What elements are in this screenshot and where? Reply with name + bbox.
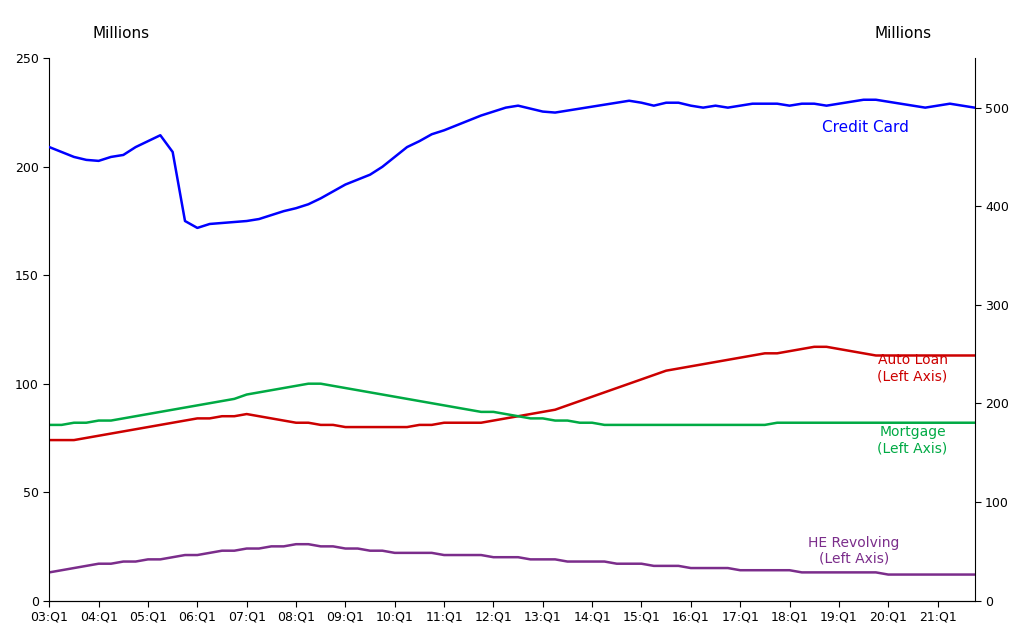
Text: Millions: Millions (874, 26, 932, 40)
Text: HE Revolving
(Left Axis): HE Revolving (Left Axis) (808, 535, 899, 566)
Text: Mortgage
(Left Axis): Mortgage (Left Axis) (878, 425, 947, 455)
Text: Credit Card: Credit Card (822, 120, 908, 135)
Text: Millions: Millions (92, 26, 150, 40)
Text: Auto Loan
(Left Axis): Auto Loan (Left Axis) (878, 353, 947, 383)
